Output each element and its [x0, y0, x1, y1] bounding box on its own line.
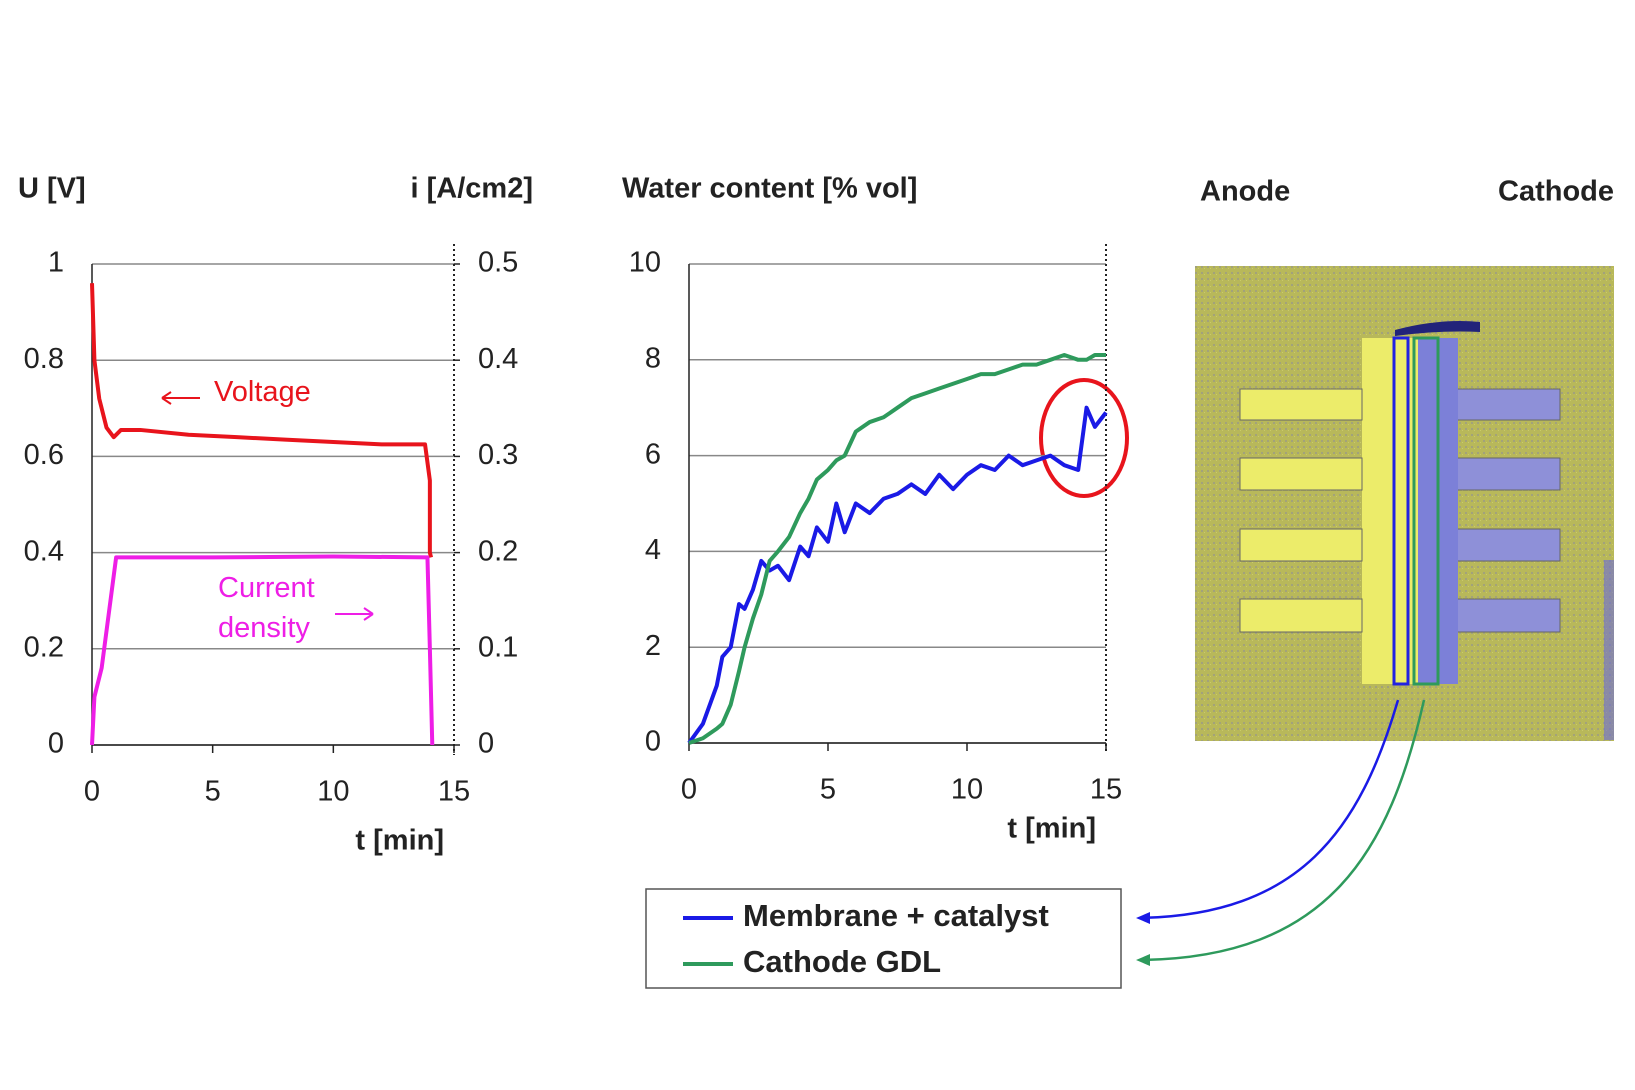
legend-box [645, 888, 1122, 989]
y-tick-label: 0.2 [24, 631, 64, 663]
y-tick-label: 2 [645, 630, 661, 662]
legend-label: Membrane + catalyst [743, 898, 1049, 933]
y-tick-label: 8 [645, 342, 661, 374]
series-line [688, 353, 1106, 745]
x-tick-label: 10 [317, 776, 349, 808]
y-tick-label: 0.8 [24, 343, 64, 375]
x-tick-label: 15 [1090, 774, 1122, 806]
x-tick-label: 0 [681, 774, 697, 806]
annotation-arrow [161, 391, 200, 405]
voltage-annotation: Voltage [214, 376, 311, 408]
y-tick-label: 0 [48, 728, 64, 760]
x-tick-label: 5 [820, 774, 836, 806]
y-tick-label: 0.4 [24, 535, 64, 567]
y-axis-label: U [V] [18, 173, 86, 205]
series-line [90, 554, 435, 746]
x-tick-label: 0 [84, 776, 100, 808]
connector [1139, 699, 1400, 920]
y2-tick-label: 0.3 [478, 439, 518, 471]
y2-tick-label: 0.4 [478, 343, 518, 375]
x-axis-label: t [min] [355, 825, 444, 857]
y2-tick-label: 0.1 [478, 631, 518, 663]
y-tick-label: 0.6 [24, 439, 64, 471]
y-tick-label: 0 [645, 726, 661, 758]
y2-tick-label: 0 [478, 728, 494, 760]
y-axis-label: Water content [% vol] [622, 173, 917, 205]
neutron-image [1195, 266, 1614, 741]
x-tick-label: 10 [951, 774, 983, 806]
cathode-label: Cathode [1498, 176, 1614, 208]
anode-label: Anode [1200, 176, 1290, 208]
x-axis-label: t [min] [1007, 813, 1096, 845]
series-line [687, 405, 1108, 745]
legend-label: Cathode GDL [743, 944, 941, 979]
y-tick-label: 6 [645, 438, 661, 470]
y-tick-label: 4 [645, 534, 661, 566]
x-tick-label: 5 [205, 776, 221, 808]
y2-tick-label: 0.2 [478, 535, 518, 567]
y-tick-label: 1 [48, 247, 64, 279]
highlight-ellipse [1039, 378, 1129, 498]
arrowhead [1136, 954, 1150, 966]
y2-axis-label: i [A/cm2] [411, 173, 533, 205]
y2-tick-label: 0.5 [478, 247, 518, 279]
arrowhead [1136, 912, 1150, 924]
series-line [90, 283, 434, 558]
y-tick-label: 10 [629, 247, 661, 279]
current-annotation: Current density [218, 572, 315, 644]
connector [1139, 699, 1426, 962]
annotation-arrow [335, 607, 374, 621]
x-tick-label: 15 [438, 776, 470, 808]
